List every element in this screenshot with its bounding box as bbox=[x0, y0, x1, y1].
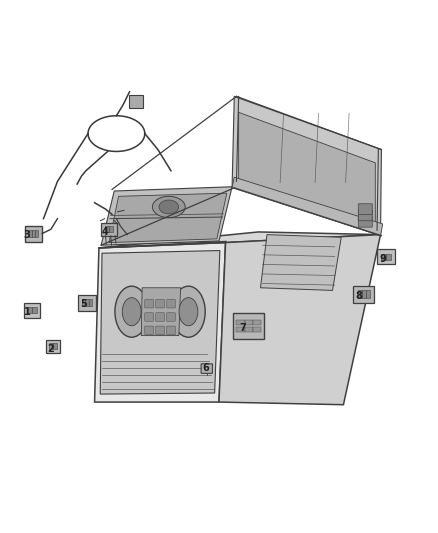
FancyBboxPatch shape bbox=[155, 300, 164, 308]
FancyBboxPatch shape bbox=[386, 254, 391, 260]
FancyBboxPatch shape bbox=[32, 307, 37, 313]
Text: 7: 7 bbox=[240, 322, 247, 333]
Text: 1: 1 bbox=[24, 306, 30, 317]
FancyBboxPatch shape bbox=[253, 320, 261, 325]
Text: 2: 2 bbox=[48, 344, 54, 354]
FancyBboxPatch shape bbox=[244, 320, 253, 325]
Ellipse shape bbox=[115, 286, 148, 337]
FancyBboxPatch shape bbox=[358, 210, 372, 221]
Polygon shape bbox=[95, 243, 226, 402]
Polygon shape bbox=[141, 288, 180, 336]
Ellipse shape bbox=[179, 297, 198, 326]
FancyBboxPatch shape bbox=[89, 299, 92, 306]
FancyBboxPatch shape bbox=[253, 327, 261, 332]
Text: 9: 9 bbox=[379, 254, 386, 263]
FancyBboxPatch shape bbox=[145, 313, 153, 321]
FancyBboxPatch shape bbox=[35, 230, 38, 237]
Polygon shape bbox=[261, 235, 341, 290]
FancyBboxPatch shape bbox=[49, 343, 53, 349]
Ellipse shape bbox=[122, 297, 141, 326]
Polygon shape bbox=[100, 251, 220, 394]
Polygon shape bbox=[219, 235, 381, 405]
FancyBboxPatch shape bbox=[237, 327, 244, 332]
FancyBboxPatch shape bbox=[155, 313, 164, 321]
FancyBboxPatch shape bbox=[109, 227, 113, 232]
FancyBboxPatch shape bbox=[28, 307, 32, 313]
Ellipse shape bbox=[152, 196, 185, 217]
FancyBboxPatch shape bbox=[362, 290, 366, 298]
FancyBboxPatch shape bbox=[46, 340, 60, 353]
Polygon shape bbox=[130, 95, 143, 108]
Polygon shape bbox=[239, 112, 375, 232]
Text: 8: 8 bbox=[355, 290, 362, 301]
Polygon shape bbox=[109, 193, 227, 243]
FancyBboxPatch shape bbox=[155, 326, 164, 335]
Text: 5: 5 bbox=[80, 298, 87, 309]
FancyBboxPatch shape bbox=[28, 230, 32, 237]
FancyBboxPatch shape bbox=[233, 313, 264, 340]
FancyBboxPatch shape bbox=[358, 216, 372, 227]
FancyBboxPatch shape bbox=[237, 320, 244, 325]
FancyBboxPatch shape bbox=[101, 223, 117, 236]
FancyBboxPatch shape bbox=[366, 290, 370, 298]
FancyBboxPatch shape bbox=[244, 327, 253, 332]
FancyBboxPatch shape bbox=[24, 303, 40, 318]
FancyBboxPatch shape bbox=[353, 286, 374, 303]
FancyBboxPatch shape bbox=[166, 300, 175, 308]
FancyBboxPatch shape bbox=[25, 225, 42, 241]
Polygon shape bbox=[99, 232, 381, 248]
FancyBboxPatch shape bbox=[381, 254, 386, 260]
Text: 4: 4 bbox=[102, 227, 109, 237]
FancyBboxPatch shape bbox=[32, 230, 35, 237]
FancyBboxPatch shape bbox=[358, 290, 362, 298]
FancyBboxPatch shape bbox=[377, 249, 395, 264]
Polygon shape bbox=[232, 96, 381, 236]
Polygon shape bbox=[101, 187, 232, 245]
Polygon shape bbox=[232, 177, 383, 236]
Ellipse shape bbox=[159, 200, 179, 214]
FancyBboxPatch shape bbox=[145, 300, 153, 308]
Text: 6: 6 bbox=[202, 362, 209, 373]
FancyBboxPatch shape bbox=[85, 299, 89, 306]
FancyBboxPatch shape bbox=[358, 204, 372, 214]
FancyBboxPatch shape bbox=[201, 364, 212, 373]
FancyBboxPatch shape bbox=[145, 326, 153, 335]
FancyBboxPatch shape bbox=[105, 227, 109, 232]
FancyBboxPatch shape bbox=[53, 343, 57, 349]
Text: 3: 3 bbox=[24, 230, 30, 240]
FancyBboxPatch shape bbox=[82, 299, 85, 306]
FancyBboxPatch shape bbox=[78, 295, 96, 311]
Ellipse shape bbox=[172, 286, 205, 337]
FancyBboxPatch shape bbox=[166, 326, 175, 335]
FancyBboxPatch shape bbox=[166, 313, 175, 321]
